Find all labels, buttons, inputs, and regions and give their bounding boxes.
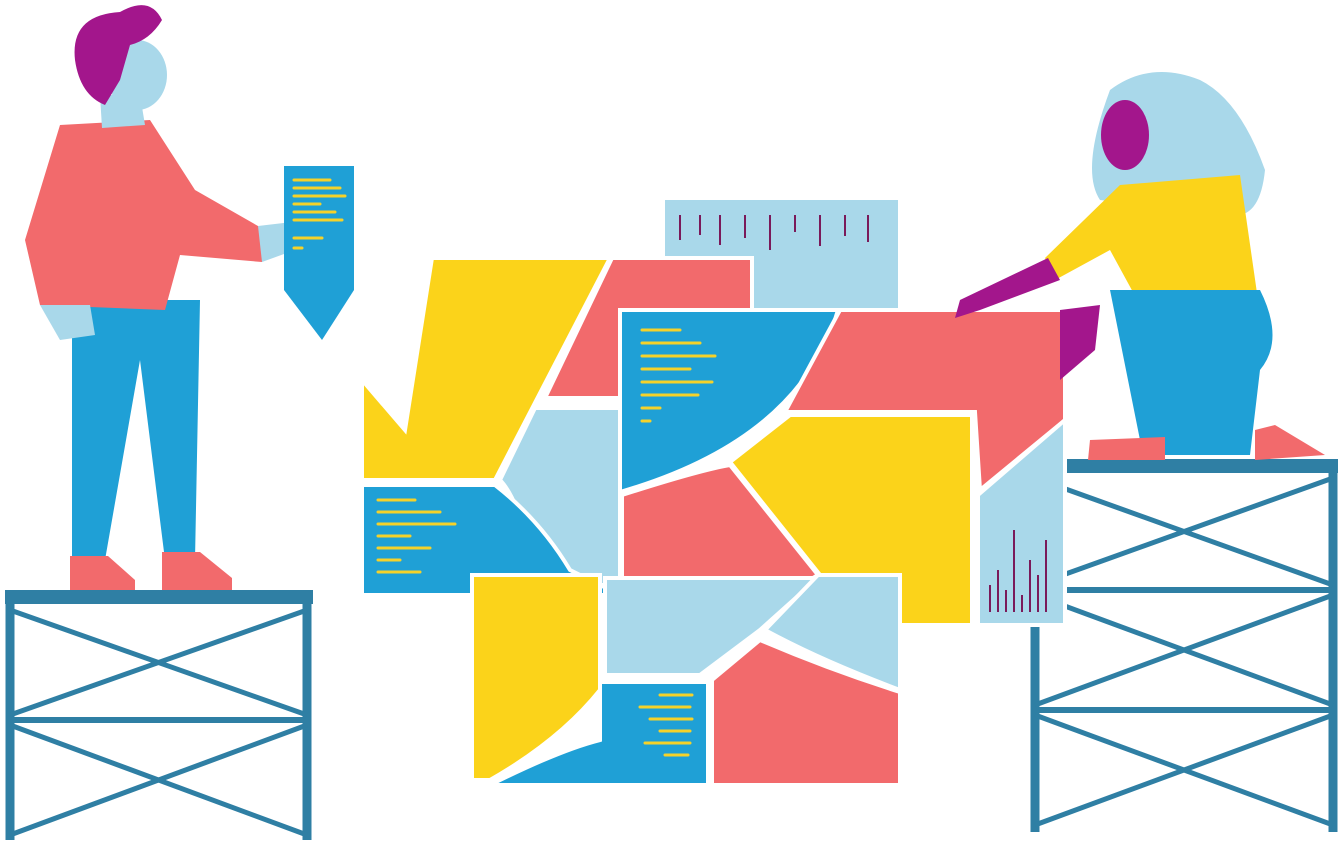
man-hair [74, 5, 162, 105]
woman-arm [955, 258, 1060, 318]
man-figure [25, 5, 354, 590]
man-document [284, 166, 354, 340]
puzzle-board [360, 196, 1067, 787]
piece-lightblue-bars [976, 415, 1067, 627]
top-bar-marks [679, 215, 869, 250]
woman-pants [1110, 290, 1273, 455]
woman-shirt [1045, 175, 1258, 305]
woman-face [1101, 100, 1149, 170]
man-document-code-lines [292, 178, 347, 250]
man-left-hand [40, 305, 95, 340]
man-shoe-right [162, 552, 232, 590]
woman-hand-lower [1060, 305, 1100, 380]
bar-chart-marks [989, 530, 1047, 612]
woman-figure [955, 72, 1325, 460]
code-lines-bottom [638, 693, 694, 757]
woman-shoe-right [1255, 425, 1325, 460]
left-scaffold [5, 590, 313, 840]
man-legs [72, 300, 200, 560]
piece-coral-bottomright [710, 637, 902, 787]
piece-lightblue-bottom [603, 576, 824, 677]
right-scaffold [1030, 459, 1338, 832]
code-lines-center [640, 328, 717, 423]
man-shoe-left [70, 556, 135, 590]
code-lines-left [376, 498, 457, 574]
man-shirt [25, 120, 265, 310]
woman-shoe-left [1088, 437, 1165, 460]
